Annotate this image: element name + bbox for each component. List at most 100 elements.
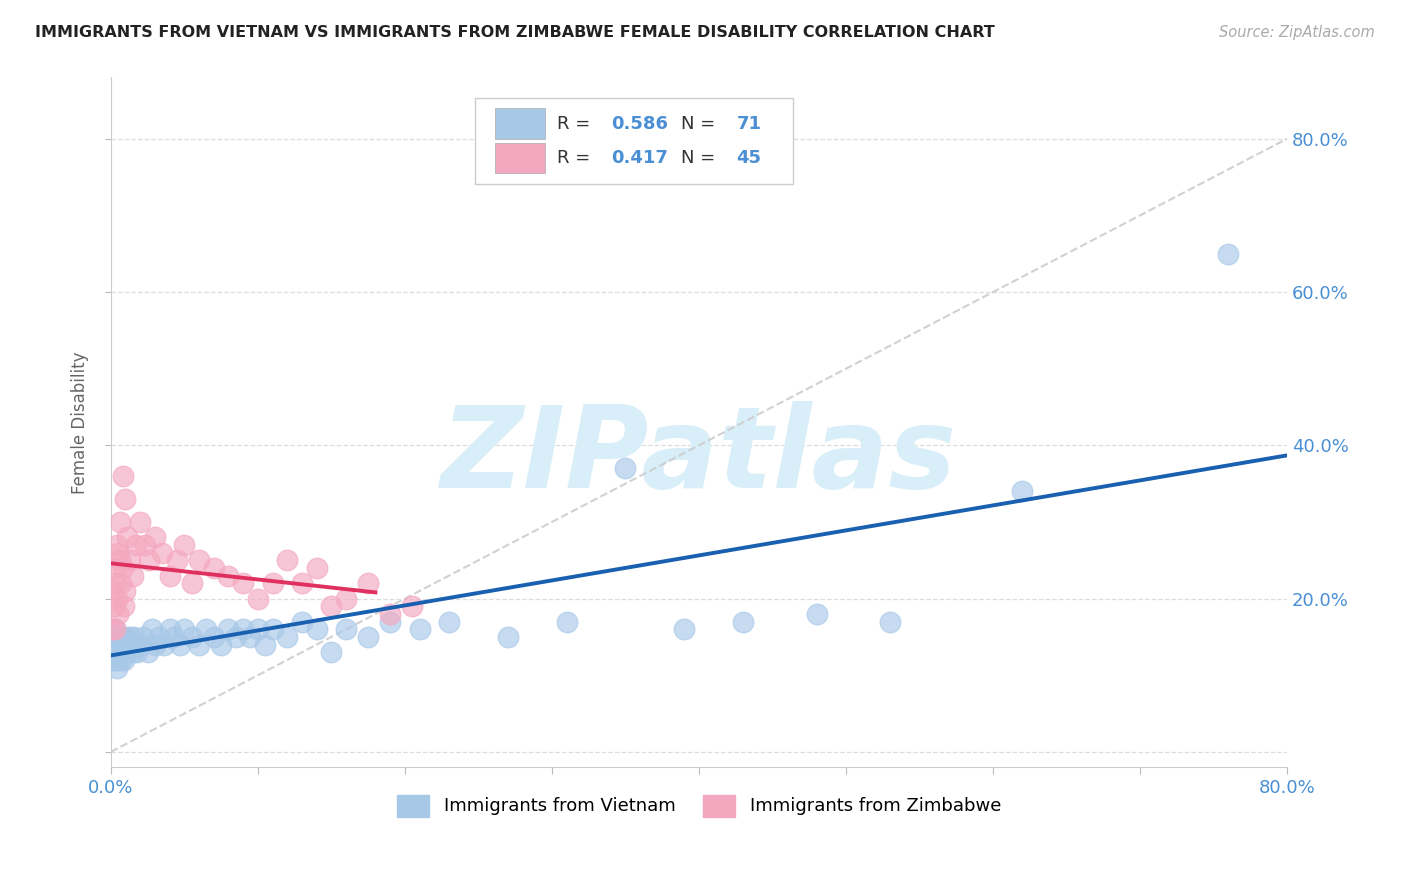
Point <box>110 653 132 667</box>
Point <box>806 607 828 621</box>
Point <box>357 576 380 591</box>
Point <box>143 530 166 544</box>
Legend: Immigrants from Vietnam, Immigrants from Zimbabwe: Immigrants from Vietnam, Immigrants from… <box>389 788 1008 824</box>
Point <box>110 638 132 652</box>
Point <box>180 576 202 591</box>
Point <box>110 576 132 591</box>
Point <box>101 653 124 667</box>
Point <box>163 630 186 644</box>
Point <box>124 630 146 644</box>
Point <box>115 638 138 652</box>
Point <box>148 630 170 644</box>
Text: Source: ZipAtlas.com: Source: ZipAtlas.com <box>1219 25 1375 40</box>
Point <box>114 584 136 599</box>
Point <box>118 630 141 644</box>
Point <box>103 630 125 644</box>
Point <box>121 645 143 659</box>
Point <box>357 630 380 644</box>
Point <box>159 622 181 636</box>
FancyBboxPatch shape <box>495 109 546 139</box>
Point <box>121 568 143 582</box>
Point <box>104 622 127 636</box>
Point <box>108 515 131 529</box>
Point <box>437 615 460 629</box>
Point <box>173 622 195 636</box>
Point <box>101 584 124 599</box>
Text: 71: 71 <box>737 115 762 133</box>
Point <box>321 599 343 614</box>
Point <box>180 630 202 644</box>
Y-axis label: Female Disability: Female Disability <box>72 351 89 493</box>
Point <box>111 469 134 483</box>
Point <box>246 622 269 636</box>
Point <box>132 630 155 644</box>
Point <box>673 622 696 636</box>
Point <box>262 622 284 636</box>
Point <box>731 615 754 629</box>
Point <box>125 638 148 652</box>
Point <box>378 615 401 629</box>
Text: 0.417: 0.417 <box>610 149 668 167</box>
Point <box>136 645 159 659</box>
Point <box>232 622 254 636</box>
Point <box>111 561 134 575</box>
Point <box>143 638 166 652</box>
Point <box>150 546 173 560</box>
Text: IMMIGRANTS FROM VIETNAM VS IMMIGRANTS FROM ZIMBABWE FEMALE DISABILITY CORRELATIO: IMMIGRANTS FROM VIETNAM VS IMMIGRANTS FR… <box>35 25 995 40</box>
Point <box>335 591 357 606</box>
Point <box>262 576 284 591</box>
Point <box>129 515 152 529</box>
Point <box>101 622 124 636</box>
Point <box>232 576 254 591</box>
Point <box>254 638 277 652</box>
Point <box>152 638 174 652</box>
Point <box>173 538 195 552</box>
Point <box>169 638 191 652</box>
Point <box>107 546 129 560</box>
Point <box>305 561 328 575</box>
Point <box>408 622 430 636</box>
Point <box>107 607 129 621</box>
Point <box>246 591 269 606</box>
Point <box>291 615 314 629</box>
Point <box>188 638 211 652</box>
Point <box>321 645 343 659</box>
Point <box>112 638 135 652</box>
Text: N =: N = <box>682 115 721 133</box>
Point <box>276 630 298 644</box>
Point <box>104 653 127 667</box>
Text: R =: R = <box>557 149 596 167</box>
Text: R =: R = <box>557 115 596 133</box>
Point <box>134 538 156 552</box>
Point <box>129 638 152 652</box>
Point <box>105 645 128 659</box>
Point <box>104 576 127 591</box>
Point <box>225 630 247 644</box>
Point <box>378 607 401 621</box>
Text: 45: 45 <box>737 149 762 167</box>
Point <box>217 568 239 582</box>
Point <box>125 538 148 552</box>
Point <box>159 568 181 582</box>
Point <box>141 622 163 636</box>
Point <box>103 561 125 575</box>
Point <box>105 591 128 606</box>
Point <box>103 645 125 659</box>
Point <box>107 638 129 652</box>
Point <box>195 622 218 636</box>
Point <box>115 530 138 544</box>
Point <box>166 553 188 567</box>
Point <box>276 553 298 567</box>
Point <box>127 645 149 659</box>
Point <box>1011 484 1033 499</box>
Point <box>496 630 519 644</box>
Point <box>291 576 314 591</box>
Point <box>114 645 136 659</box>
Point <box>305 622 328 636</box>
Point <box>108 630 131 644</box>
Text: ZIPatlas: ZIPatlas <box>441 401 957 512</box>
Point <box>105 660 128 674</box>
Point <box>111 645 134 659</box>
Point <box>112 599 135 614</box>
Point <box>101 638 124 652</box>
